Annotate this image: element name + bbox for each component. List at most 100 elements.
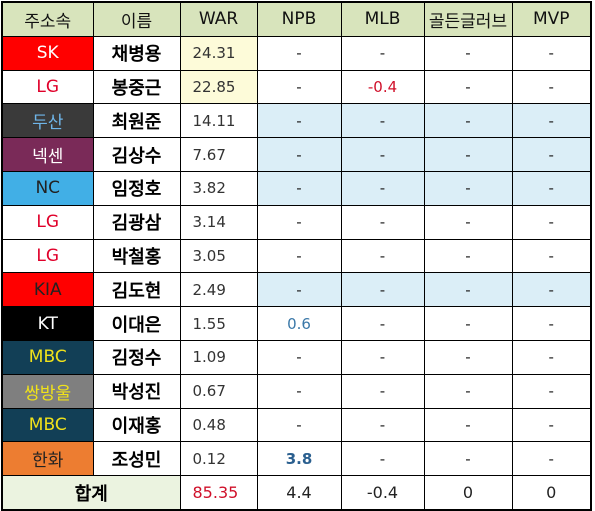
header-mlb: MLB — [340, 1, 425, 37]
table-row: MBC 김정수 1.09- - - - — [1, 339, 592, 375]
team-cell: KIA — [1, 272, 94, 308]
mvp-cell: - — [511, 170, 592, 206]
war-cell: 7.67 — [179, 137, 258, 172]
player-name: 채병용 — [92, 35, 181, 71]
war-cell: 3.05 — [179, 238, 258, 274]
total-npb: 4.4 — [256, 475, 342, 511]
table-row: 쌍방울 박성진 0.67- - - - — [1, 373, 592, 409]
table-row: LG 김광삼 3.14- - - - — [1, 204, 592, 240]
war-cell: 14.11 — [179, 103, 258, 139]
header-war: WAR — [179, 1, 258, 37]
team-cell: LG — [1, 204, 94, 240]
golden-glove-cell: - — [423, 407, 513, 443]
war-cell: 3.14 — [179, 204, 258, 240]
npb-cell: 0.6 — [256, 306, 342, 341]
table-row: 두산 최원준 14.11- - - - — [1, 103, 592, 139]
team-cell: LG — [1, 69, 94, 105]
player-name: 봉중근 — [92, 69, 181, 105]
golden-glove-cell: - — [423, 103, 513, 139]
golden-glove-cell: - — [423, 238, 513, 274]
npb-cell: - — [256, 35, 342, 71]
mlb-cell: - — [340, 373, 425, 409]
mlb-cell: - — [340, 339, 425, 375]
player-name: 김정수 — [92, 339, 181, 375]
table-row: 한화 조성민 0.12 3.8- - - — [1, 441, 592, 477]
total-war: 85.35 — [179, 475, 258, 511]
player-name: 김상수 — [92, 137, 181, 172]
header-name: 이름 — [92, 1, 181, 37]
team-cell: SK — [1, 35, 94, 71]
player-name: 김도현 — [92, 272, 181, 308]
total-mvp: 0 — [511, 475, 592, 511]
npb-cell: - — [256, 272, 342, 308]
golden-glove-cell: - — [423, 306, 513, 341]
war-cell: 0.48 — [179, 407, 258, 443]
mvp-cell: - — [511, 69, 592, 105]
player-name: 이재홍 — [92, 407, 181, 443]
table-row: SK 채병용 24.31- - - - — [1, 35, 592, 71]
header-golden-glove: 골든글러브 — [423, 1, 513, 37]
golden-glove-cell: - — [423, 272, 513, 308]
player-name: 박성진 — [92, 373, 181, 409]
player-name: 최원준 — [92, 103, 181, 139]
mvp-cell: - — [511, 339, 592, 375]
npb-cell: - — [256, 103, 342, 139]
npb-cell: - — [256, 373, 342, 409]
war-cell: 1.55 — [179, 306, 258, 341]
mlb-cell: - — [340, 407, 425, 443]
mlb-cell: - — [340, 103, 425, 139]
golden-glove-cell: - — [423, 373, 513, 409]
npb-cell: - — [256, 238, 342, 274]
header-row: 주소속 이름 WAR NPB MLB 골든글러브 MVP — [1, 1, 592, 37]
npb-cell: - — [256, 137, 342, 172]
mlb-cell: - — [340, 238, 425, 274]
table-row: MBC 이재홍 0.48- - - - — [1, 407, 592, 443]
table-row: LG 박철홍 3.05- - - - — [1, 238, 592, 274]
golden-glove-cell: - — [423, 441, 513, 477]
mlb-cell: - — [340, 35, 425, 71]
mlb-cell: - — [340, 170, 425, 206]
golden-glove-cell: - — [423, 170, 513, 206]
mvp-cell: - — [511, 272, 592, 308]
team-cell: 두산 — [1, 103, 94, 139]
total-golden-glove: 0 — [423, 475, 513, 511]
header-mvp: MVP — [511, 1, 592, 37]
mlb-cell: - — [340, 204, 425, 240]
total-mlb: -0.4 — [340, 475, 425, 511]
player-name: 이대은 — [92, 306, 181, 341]
mlb-cell: - — [340, 306, 425, 341]
table-row: LG 봉중근 22.85- -0.4- - — [1, 69, 592, 105]
war-cell: 22.85 — [179, 69, 258, 105]
team-cell: NC — [1, 170, 94, 206]
header-team: 주소속 — [1, 1, 94, 37]
npb-cell: - — [256, 204, 342, 240]
golden-glove-cell: - — [423, 69, 513, 105]
mvp-cell: - — [511, 441, 592, 477]
golden-glove-cell: - — [423, 137, 513, 172]
npb-cell: - — [256, 339, 342, 375]
table-row: KIA 김도현 2.49- - - - — [1, 272, 592, 308]
mvp-cell: - — [511, 373, 592, 409]
mlb-cell: - — [340, 272, 425, 308]
mlb-cell: - — [340, 441, 425, 477]
mvp-cell: - — [511, 103, 592, 139]
player-name: 박철홍 — [92, 238, 181, 274]
player-name: 임정호 — [92, 170, 181, 206]
total-label: 합계 — [1, 475, 181, 511]
team-cell: MBC — [1, 339, 94, 375]
table-row: KT 이대은 1.55 0.6- - - — [1, 306, 592, 341]
team-cell: LG — [1, 238, 94, 274]
mvp-cell: - — [511, 204, 592, 240]
war-cell: 3.82 — [179, 170, 258, 206]
team-cell: MBC — [1, 407, 94, 443]
mvp-cell: - — [511, 137, 592, 172]
mlb-cell: -0.4 — [340, 69, 425, 105]
mlb-cell: - — [340, 137, 425, 172]
player-name: 김광삼 — [92, 204, 181, 240]
war-cell: 24.31 — [179, 35, 258, 71]
war-cell: 1.09 — [179, 339, 258, 375]
golden-glove-cell: - — [423, 35, 513, 71]
team-cell: 넥센 — [1, 137, 94, 172]
war-cell: 2.49 — [179, 272, 258, 308]
